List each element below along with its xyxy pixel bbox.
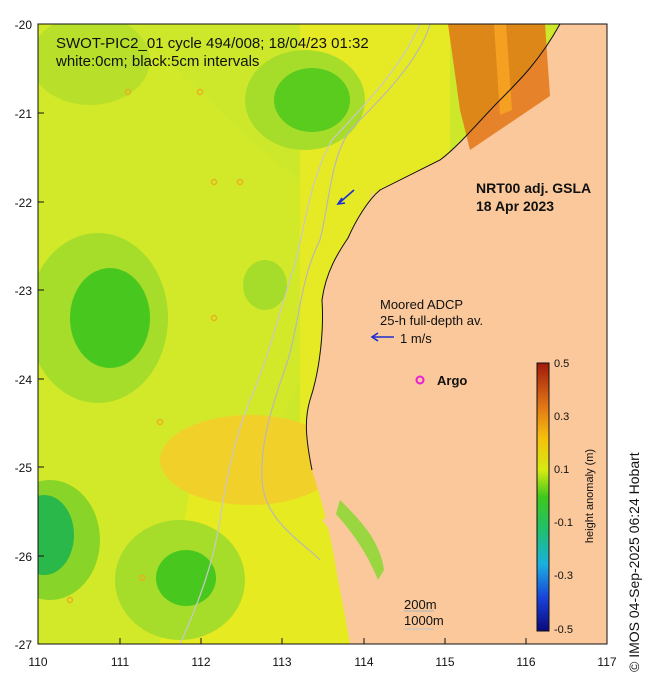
peninsula xyxy=(322,508,372,620)
land-coast-green xyxy=(336,500,384,580)
adcp-label: Moored ADCP xyxy=(380,297,464,312)
velocity-scale-arrow xyxy=(370,332,394,342)
adcp-arrow xyxy=(336,189,355,206)
eddy-green-core xyxy=(156,550,216,606)
y-tick-label: -27 xyxy=(14,638,32,652)
argo-label: Argo xyxy=(437,373,468,388)
map-frame xyxy=(37,23,608,645)
isobath-1000m-label: 1000m xyxy=(404,613,444,628)
eddy-green-core xyxy=(274,68,350,132)
isobath-200m-label: 200m xyxy=(404,597,437,612)
x-tick-label: 117 xyxy=(597,655,617,669)
x-tick-label: 113 xyxy=(272,655,292,669)
eddy-green-core xyxy=(70,268,150,368)
colorbar-tick: -0.1 xyxy=(554,517,573,529)
land-mass xyxy=(306,24,607,644)
colorbar-tick: -0.5 xyxy=(554,624,573,636)
peninsula xyxy=(370,190,386,255)
eddy-green xyxy=(38,24,150,105)
colorbar-tick: 0.5 xyxy=(554,358,570,370)
y-tick-label: -21 xyxy=(14,107,32,121)
map-subtitle: white:0cm; black:5cm intervals xyxy=(56,53,260,70)
eddy-green xyxy=(243,260,287,310)
sla-yellow-zone xyxy=(38,24,340,644)
credit: © IMOS 04-Sep-2025 06:24 Hobart xyxy=(626,452,642,672)
x-tick-label: 114 xyxy=(354,655,374,669)
colorbar-tick: -0.3 xyxy=(554,570,573,582)
isobath-1000m xyxy=(179,24,421,644)
colorbar xyxy=(536,362,550,632)
sla-orange-patch xyxy=(160,415,340,505)
axis-ticks xyxy=(38,23,527,644)
coastline xyxy=(305,24,561,471)
colorbar-tick: 0.1 xyxy=(554,464,570,476)
x-tick-label: 116 xyxy=(516,655,536,669)
y-tick-label: -23 xyxy=(14,284,32,298)
y-tick-label: -20 xyxy=(14,18,32,32)
y-tick-label: -25 xyxy=(14,461,32,475)
velocity-scale-label: 1 m/s xyxy=(400,331,432,346)
eddy-green-core xyxy=(38,495,74,575)
y-tick-label: -26 xyxy=(14,550,32,564)
y-tick-label: -22 xyxy=(14,196,32,210)
argo-marker xyxy=(415,375,425,385)
x-tick-label: 111 xyxy=(110,655,130,669)
y-tick-label: -24 xyxy=(14,373,32,387)
adcp-sublabel: 25-h full-depth av. xyxy=(380,313,484,328)
product-date: 18 Apr 2023 xyxy=(476,198,555,214)
map-title: SWOT-PIC2_01 cycle 494/008; 18/04/23 01:… xyxy=(56,35,369,52)
colorbar-tick: 0.3 xyxy=(554,411,570,423)
x-tick-label: 112 xyxy=(191,655,211,669)
argo-floats xyxy=(66,88,244,604)
product-label: NRT00 adj. GSLA xyxy=(476,180,592,196)
colorbar-label: height anomaly (m) xyxy=(584,448,596,544)
x-tick-label: 115 xyxy=(435,655,455,669)
isobath-200m xyxy=(261,24,431,561)
x-tick-label: 110 xyxy=(28,655,48,669)
